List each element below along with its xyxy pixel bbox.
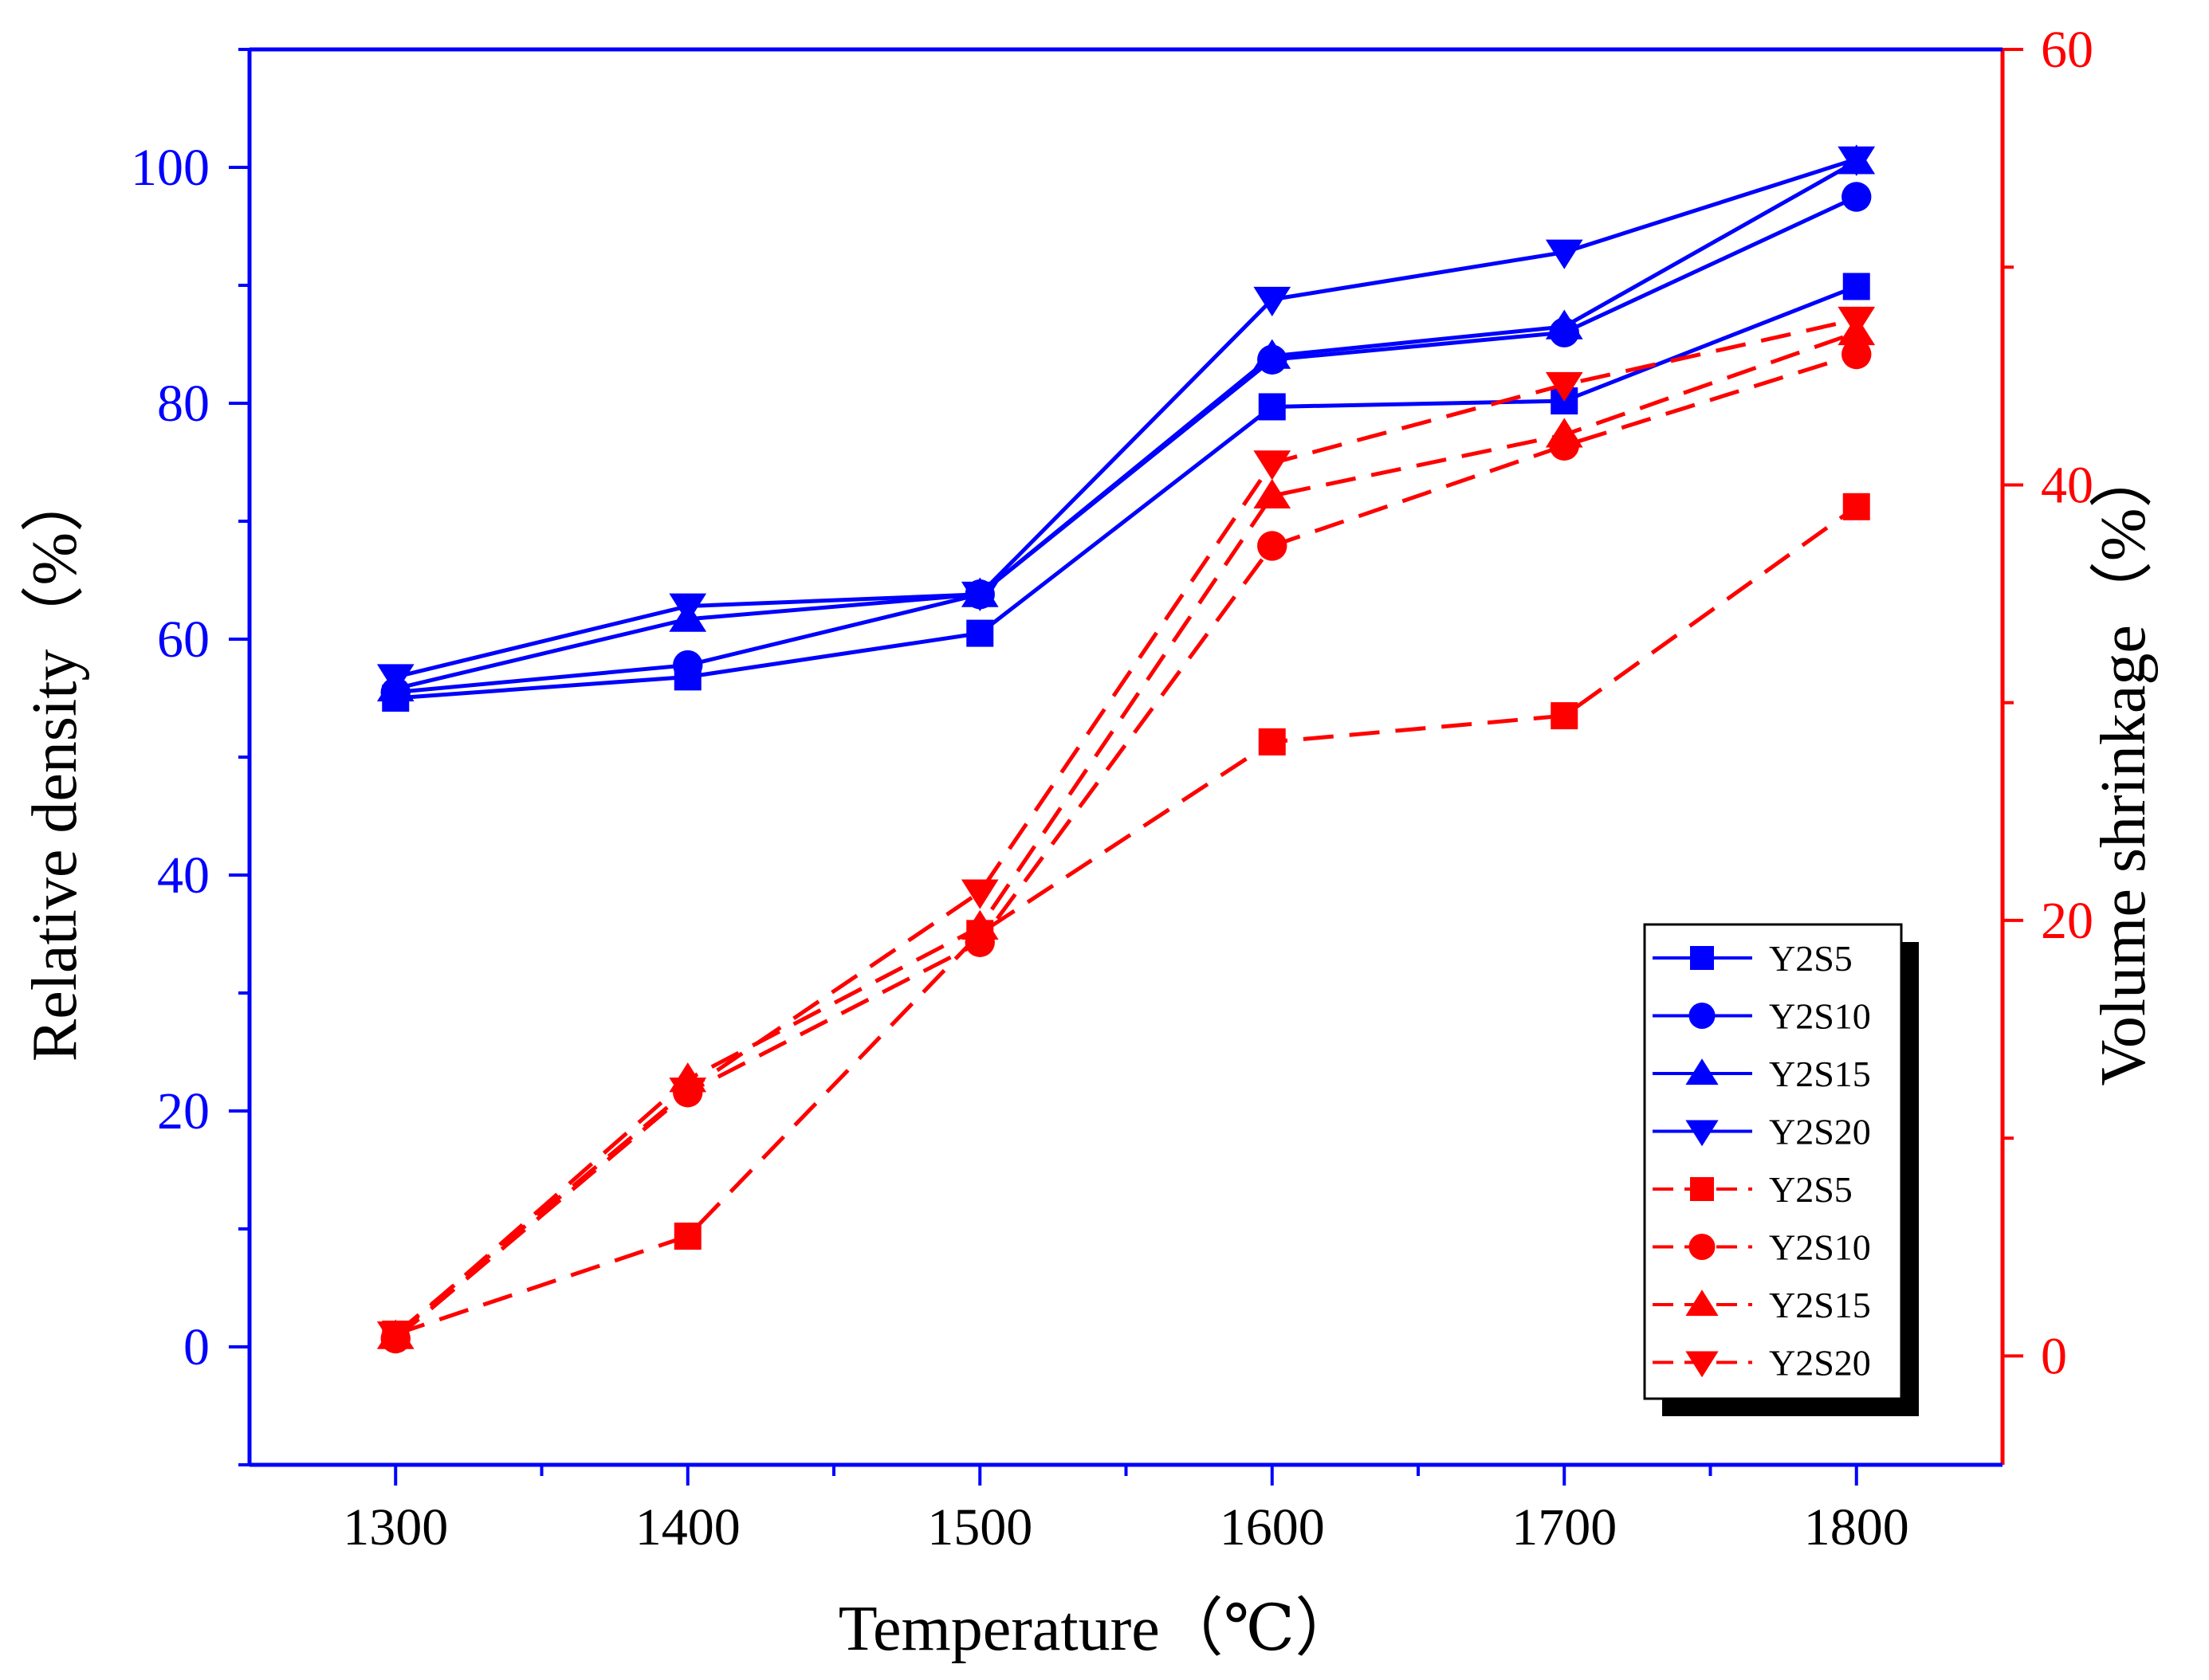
legend-item: Y2S5: [1653, 1169, 1853, 1210]
data-point: [1545, 239, 1583, 269]
series-y2s20-shrinkage: [376, 306, 1876, 1352]
data-point: [1253, 478, 1291, 509]
legend-marker: [1685, 1058, 1719, 1085]
legend-label: Y2S15: [1769, 1285, 1871, 1325]
x-tick-label: 1400: [635, 1498, 741, 1556]
right-y-axis-title: Volume shrinkage（%）: [2089, 444, 2159, 1085]
data-point: [1842, 493, 1870, 520]
legend-label: Y2S5: [1769, 938, 1853, 979]
left-y-axis-title: Relative density（%）: [20, 469, 90, 1062]
data-point: [1838, 146, 1876, 176]
series-layer: [376, 144, 1876, 1354]
series-y2s15-density: [376, 144, 1876, 702]
legend-label: Y2S15: [1769, 1054, 1871, 1094]
right-y-tick-label: 40: [2041, 456, 2093, 514]
data-point: [1551, 702, 1578, 730]
data-point: [1545, 418, 1583, 448]
data-point: [1545, 371, 1583, 402]
data-point: [1258, 393, 1286, 421]
data-point: [961, 581, 999, 612]
legend-item: Y2S20: [1653, 1343, 1871, 1384]
data-point: [966, 619, 994, 647]
data-point: [1253, 450, 1291, 481]
legend-marker: [1690, 1177, 1714, 1201]
legend-marker: [1685, 1289, 1719, 1317]
left-y-axis-ticks: 0 20 40 60 80 100: [131, 48, 250, 1466]
right-y-tick-label: 20: [2041, 892, 2093, 950]
data-point: [1253, 339, 1291, 369]
data-point: [1841, 339, 1872, 370]
legend-marker: [1685, 1120, 1719, 1147]
data-point: [669, 593, 707, 623]
legend-marker: [1685, 1351, 1719, 1378]
data-point: [1545, 309, 1583, 340]
legend: Y2S5 Y2S10 Y2S15 Y2S20 Y2S5 Y2S10 Y2S15 Y2S20: [1643, 923, 1919, 1416]
data-point: [669, 1077, 707, 1108]
right-y-axis-ticks: 0 20 40 60: [2003, 21, 2093, 1385]
legend-item: Y2S20: [1653, 1112, 1871, 1152]
legend-marker: [1688, 1234, 1716, 1260]
legend-label: Y2S20: [1769, 1343, 1871, 1384]
x-tick-label: 1500: [927, 1498, 1032, 1556]
series-line: [395, 285, 1857, 701]
legend-item: Y2S10: [1653, 996, 1871, 1037]
x-axis-ticks: 1300 1400 1500 1600 1700 1800: [343, 1465, 1909, 1556]
legend-marker: [1690, 946, 1714, 970]
legend-label: Y2S20: [1769, 1112, 1871, 1152]
left-y-tick-label: 20: [157, 1082, 210, 1140]
data-point: [961, 909, 999, 940]
series-line: [395, 159, 1857, 691]
legend-item: Y2S5: [1653, 938, 1853, 979]
data-point: [1258, 728, 1286, 756]
x-axis-title: Temperature（℃）: [839, 1594, 1359, 1664]
data-point: [1257, 531, 1287, 561]
data-point: [1841, 182, 1872, 212]
x-tick-label: 1600: [1220, 1498, 1325, 1556]
data-point: [674, 1223, 702, 1250]
series-line: [394, 352, 1857, 1340]
series-line: [395, 504, 1858, 1337]
data-point: [1838, 306, 1876, 337]
legend-label: Y2S10: [1769, 996, 1871, 1037]
right-y-tick-label: 0: [2041, 1327, 2067, 1385]
left-y-tick-label: 60: [157, 610, 210, 669]
data-point: [961, 879, 999, 909]
legend-item: Y2S15: [1653, 1285, 1871, 1325]
x-tick-label: 1700: [1511, 1498, 1617, 1556]
right-y-tick-label: 60: [2041, 21, 2093, 79]
legend-marker: [1688, 1003, 1716, 1029]
legend-label: Y2S10: [1769, 1227, 1871, 1268]
series-y2s20-density: [376, 146, 1876, 694]
left-y-tick-label: 40: [157, 846, 210, 905]
data-point: [376, 664, 415, 694]
series-line: [395, 157, 1857, 679]
left-y-tick-label: 0: [183, 1318, 210, 1376]
data-point: [1842, 273, 1870, 300]
left-y-tick-label: 100: [131, 139, 210, 197]
legend-item: Y2S15: [1653, 1054, 1871, 1094]
data-point: [376, 1321, 415, 1352]
legend-item: Y2S10: [1653, 1227, 1871, 1268]
data-point: [673, 650, 703, 681]
data-point: [1253, 286, 1291, 317]
series-line: [394, 330, 1857, 1338]
series-line: [394, 317, 1857, 1336]
x-tick-label: 1800: [1804, 1498, 1909, 1556]
legend-box: [1643, 923, 1903, 1400]
series-y2s5-density: [382, 273, 1870, 712]
legend-label: Y2S5: [1769, 1169, 1853, 1210]
x-tick-label: 1300: [343, 1498, 448, 1556]
left-y-tick-label: 80: [157, 375, 210, 433]
